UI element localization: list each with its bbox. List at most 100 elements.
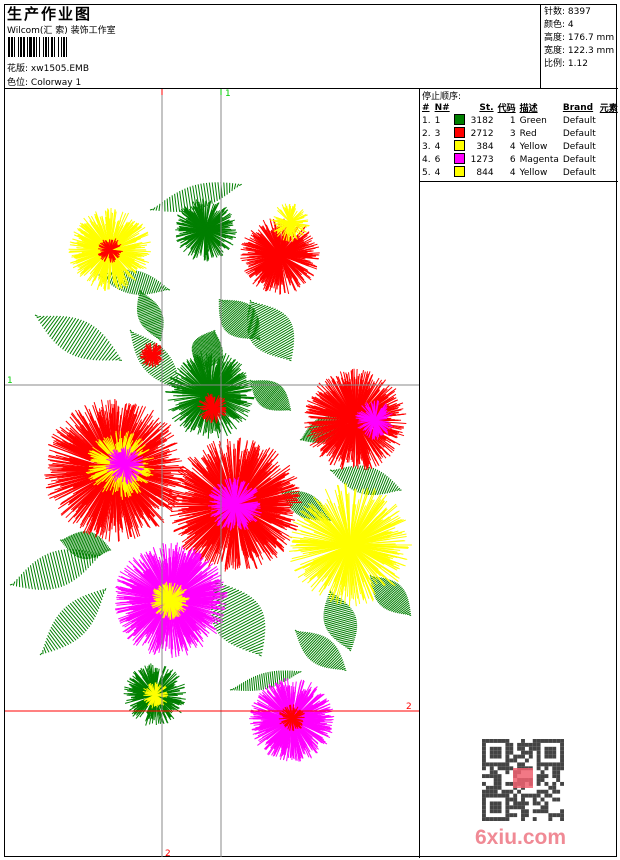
design-width: 宽度: 122.3 mm — [544, 46, 615, 56]
design-info-box: 针数: 8397 颜色: 4 高度: 176.7 mm 宽度: 122.3 mm… — [540, 4, 618, 88]
needle-number: 4 — [434, 141, 441, 152]
divider — [4, 88, 618, 89]
stitch-count: 384 — [476, 141, 494, 152]
column-header: 元素 — [599, 104, 618, 114]
leaf — [34, 314, 123, 361]
leaf — [149, 182, 242, 212]
color-swatch — [452, 140, 469, 153]
needle-number: 1 — [434, 115, 441, 126]
colorway-value: Colorway 1 — [30, 78, 82, 88]
stitch-count: 2712 — [470, 128, 494, 139]
guide-label: 1 — [7, 376, 13, 386]
column-header: 代码 — [497, 104, 516, 114]
leaf — [129, 329, 182, 392]
design-value: xw1505.EMB — [30, 64, 89, 74]
flower-center — [105, 446, 145, 485]
row-index: 2. — [422, 128, 431, 139]
color-count: 颜色: 4 — [544, 20, 574, 30]
barcode — [8, 37, 69, 57]
guide-label: 1 — [225, 89, 231, 99]
leaf — [210, 579, 266, 657]
company-name: Wilcom(汇 索) 装饰工作室 — [7, 26, 116, 36]
row-index: 4. — [422, 154, 431, 165]
table-row: 3. 4 384 4 Yellow Default — [420, 140, 620, 153]
leaf — [218, 299, 261, 341]
leaf — [39, 588, 107, 656]
tulip-center — [355, 400, 393, 440]
flower-center — [207, 477, 262, 531]
brand: Default — [562, 141, 596, 152]
stitch-count: 针数: 8397 — [544, 7, 591, 17]
needle-number: 3 — [434, 128, 441, 139]
guide-label: 2 — [165, 849, 171, 859]
divider — [419, 88, 420, 858]
column-header: St. — [479, 102, 494, 113]
table-row: 4. 6 1273 6 Magenta Default — [420, 153, 620, 166]
column-header: # — [422, 102, 430, 113]
red-bud — [197, 392, 227, 424]
stop-sequence-table: # N# St. 代码 描述 Brand 元素 1. 1 3182 1 Green Defa… — [420, 101, 620, 179]
table-row: 1. 1 3182 1 Green Default — [420, 114, 620, 127]
brand: Default — [562, 167, 596, 178]
table-row: 2. 3 2712 3 Red Default — [420, 127, 620, 140]
qr-code — [482, 739, 564, 821]
flower-center — [278, 704, 305, 732]
color-description: Yellow — [519, 141, 548, 152]
divider — [419, 181, 618, 182]
color-code: 6 — [509, 154, 516, 165]
flower-center — [150, 581, 190, 620]
color-swatch — [452, 153, 469, 166]
design-scale: 比例: 1.12 — [544, 59, 588, 69]
design-name: 花版: xw1505.EMB — [7, 61, 89, 74]
watermark: 6xiu.com — [475, 826, 567, 849]
color-swatch — [452, 127, 469, 140]
colorway: 色位: Colorway 1 — [7, 75, 81, 88]
color-swatch — [452, 114, 469, 127]
flower-center — [97, 238, 123, 263]
design-label: 花版: — [7, 64, 29, 74]
stitch-count: 3182 — [470, 115, 494, 126]
embroidery-design — [9, 182, 412, 762]
color-description: Magenta — [519, 154, 559, 165]
green-foliage — [165, 351, 255, 439]
color-description: Red — [519, 128, 537, 139]
page-title: 生产作业图 — [7, 5, 93, 23]
row-index: 3. — [422, 141, 431, 152]
column-header: N# — [434, 102, 450, 113]
green-calyx — [123, 663, 186, 726]
color-swatch — [452, 166, 469, 179]
leaf — [59, 531, 112, 560]
color-code: 4 — [509, 141, 516, 152]
column-header: Brand — [562, 102, 594, 113]
guide-label: 2 — [406, 702, 412, 712]
column-header: 描述 — [519, 104, 538, 114]
leaf — [136, 289, 164, 342]
leaf — [329, 465, 402, 496]
stop-sequence-title: 停止顺序: — [422, 92, 462, 102]
color-description: Yellow — [519, 167, 548, 178]
stamp-logo — [513, 768, 533, 788]
green-bud — [175, 198, 237, 262]
brand: Default — [562, 128, 596, 139]
page-frame — [4, 4, 617, 857]
red-tulip — [240, 217, 320, 295]
color-description: Green — [519, 115, 547, 126]
color-code: 4 — [509, 167, 516, 178]
stitch-count: 1273 — [470, 154, 494, 165]
needle-number: 6 — [434, 154, 441, 165]
row-index: 1. — [422, 115, 431, 126]
needle-number: 4 — [434, 167, 441, 178]
stitch-count: 844 — [476, 167, 494, 178]
color-code: 3 — [509, 128, 516, 139]
color-code: 1 — [509, 115, 516, 126]
leaf — [229, 670, 302, 692]
design-height: 高度: 176.7 mm — [544, 33, 615, 43]
leaf — [294, 629, 347, 671]
row-index: 5. — [422, 167, 431, 178]
brand: Default — [562, 115, 596, 126]
leaf — [323, 589, 358, 652]
yellow-star-flower — [288, 483, 412, 607]
red-bud — [139, 342, 164, 368]
brand: Default — [562, 154, 596, 165]
